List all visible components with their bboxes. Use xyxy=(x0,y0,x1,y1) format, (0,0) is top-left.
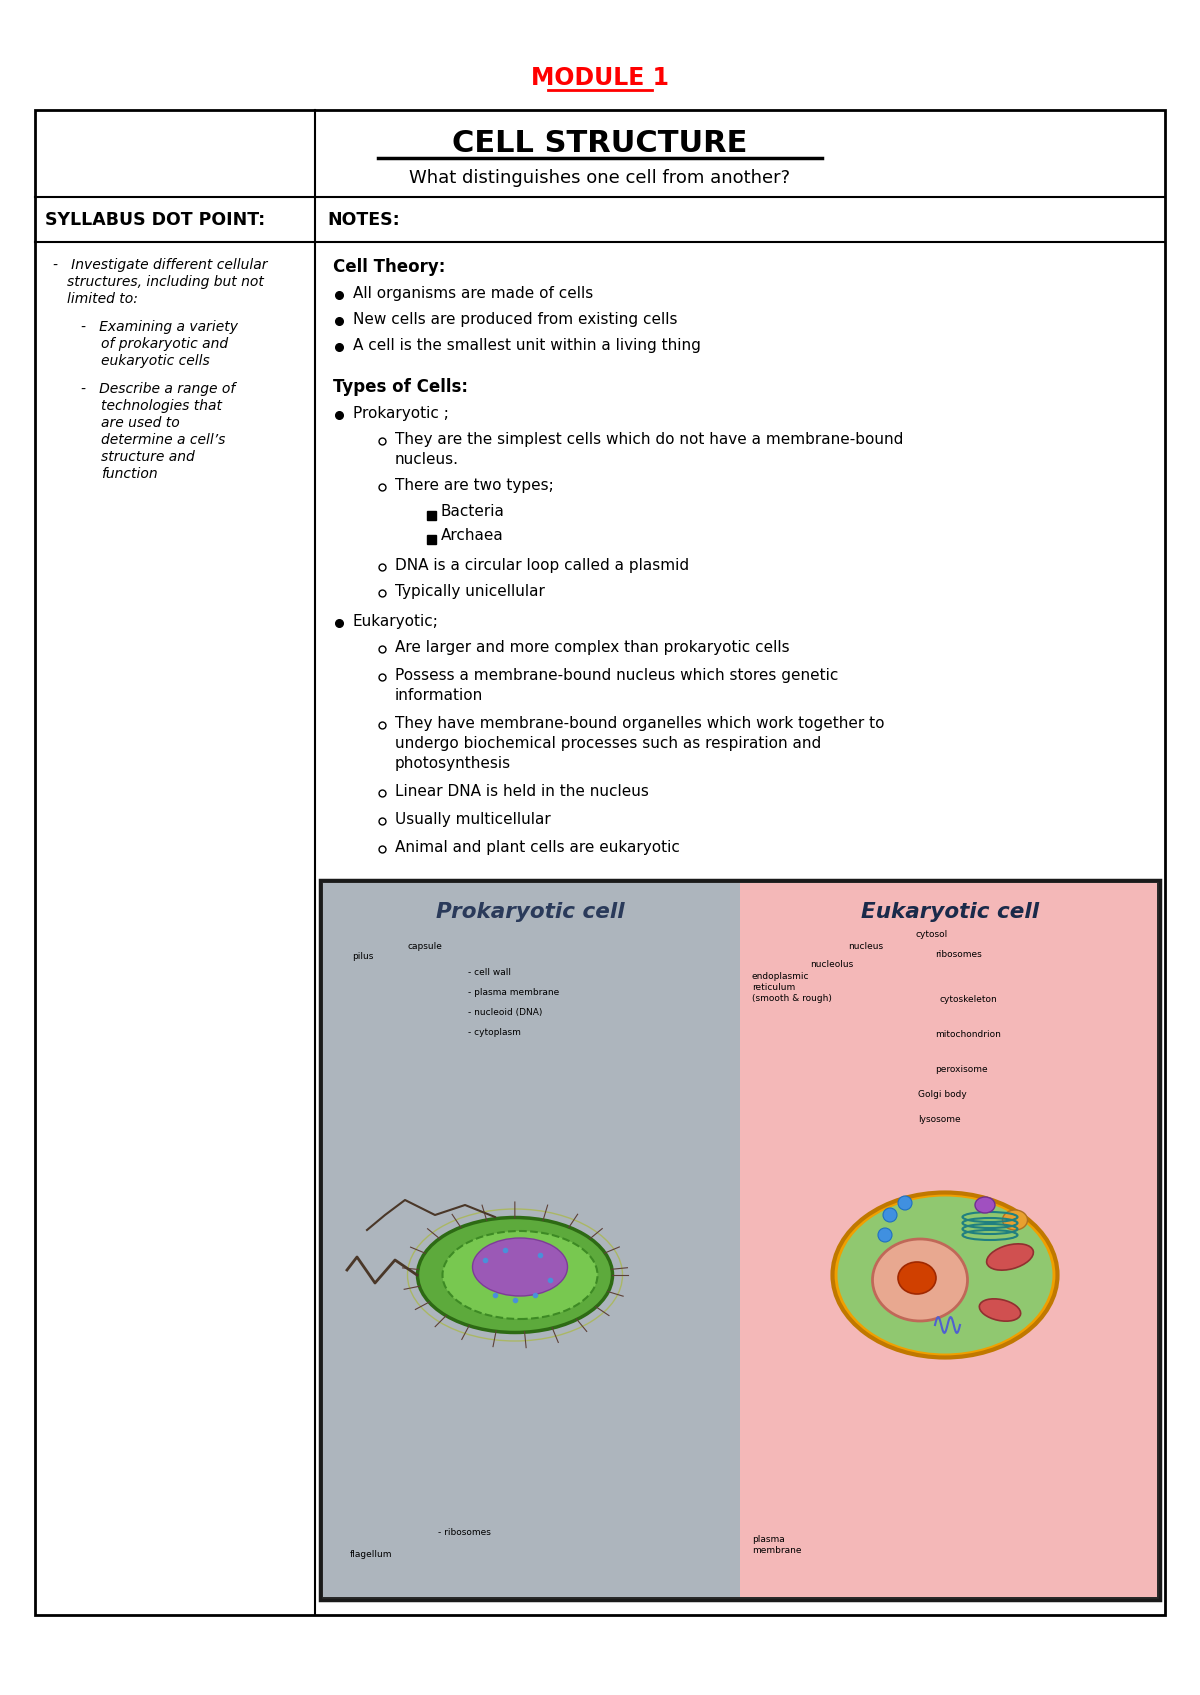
Ellipse shape xyxy=(898,1197,912,1210)
Text: nucleus.: nucleus. xyxy=(395,453,458,468)
Bar xyxy=(320,880,1160,1600)
Text: Linear DNA is held in the nucleus: Linear DNA is held in the nucleus xyxy=(395,785,649,798)
Text: Bacteria: Bacteria xyxy=(442,503,505,519)
Text: nucleus: nucleus xyxy=(848,942,883,951)
Text: What distinguishes one cell from another?: What distinguishes one cell from another… xyxy=(409,170,791,186)
Text: are used to: are used to xyxy=(101,415,180,431)
Ellipse shape xyxy=(979,1298,1021,1320)
Text: determine a cell’s: determine a cell’s xyxy=(101,432,226,447)
Text: MODULE 1: MODULE 1 xyxy=(530,66,670,90)
Ellipse shape xyxy=(473,1237,568,1297)
Text: of prokaryotic and: of prokaryotic and xyxy=(101,337,228,351)
Text: - nucleoid (DNA): - nucleoid (DNA) xyxy=(468,1009,542,1017)
Text: limited to:: limited to: xyxy=(67,292,138,307)
Bar xyxy=(427,536,436,544)
Ellipse shape xyxy=(872,1239,967,1320)
Text: Eukaryotic cell: Eukaryotic cell xyxy=(860,902,1039,922)
Text: reticulum: reticulum xyxy=(752,983,796,992)
Text: Possess a membrane-bound nucleus which stores genetic: Possess a membrane-bound nucleus which s… xyxy=(395,668,839,683)
Text: endoplasmic: endoplasmic xyxy=(752,971,810,981)
Text: SYLLABUS DOT POINT:: SYLLABUS DOT POINT: xyxy=(46,210,265,229)
Text: function: function xyxy=(101,468,157,481)
Text: All organisms are made of cells: All organisms are made of cells xyxy=(353,286,593,302)
Text: - cell wall: - cell wall xyxy=(468,968,511,976)
Text: Eukaryotic;: Eukaryotic; xyxy=(353,614,439,629)
Text: mitochondrion: mitochondrion xyxy=(935,1031,1001,1039)
Text: A cell is the smallest unit within a living thing: A cell is the smallest unit within a liv… xyxy=(353,337,701,353)
Text: Usually multicellular: Usually multicellular xyxy=(395,812,551,827)
Ellipse shape xyxy=(838,1197,1052,1354)
Text: Typically unicellular: Typically unicellular xyxy=(395,585,545,598)
Text: NOTES:: NOTES: xyxy=(326,210,400,229)
Text: New cells are produced from existing cells: New cells are produced from existing cel… xyxy=(353,312,678,327)
Text: photosynthesis: photosynthesis xyxy=(395,756,511,771)
Bar xyxy=(35,110,1165,1615)
Text: Animal and plant cells are eukaryotic: Animal and plant cells are eukaryotic xyxy=(395,841,680,854)
Text: technologies that: technologies that xyxy=(101,398,222,414)
Text: cytosol: cytosol xyxy=(916,931,947,939)
Text: There are two types;: There are two types; xyxy=(395,478,553,493)
Text: flagellum: flagellum xyxy=(350,1549,392,1559)
Text: ribosomes: ribosomes xyxy=(935,949,982,959)
Text: - ribosomes: - ribosomes xyxy=(438,1527,491,1537)
Text: membrane: membrane xyxy=(752,1546,802,1554)
Ellipse shape xyxy=(883,1209,898,1222)
Bar xyxy=(323,883,740,1597)
Text: DNA is a circular loop called a plasmid: DNA is a circular loop called a plasmid xyxy=(395,558,689,573)
Text: (smooth & rough): (smooth & rough) xyxy=(752,993,832,1003)
Ellipse shape xyxy=(833,1193,1057,1358)
Ellipse shape xyxy=(974,1197,995,1214)
Text: Golgi body: Golgi body xyxy=(918,1090,967,1098)
Text: - plasma membrane: - plasma membrane xyxy=(468,988,559,997)
Ellipse shape xyxy=(878,1227,892,1242)
Text: Are larger and more complex than prokaryotic cells: Are larger and more complex than prokary… xyxy=(395,641,790,654)
Text: undergo biochemical processes such as respiration and: undergo biochemical processes such as re… xyxy=(395,736,821,751)
Text: They have membrane-bound organelles which work together to: They have membrane-bound organelles whic… xyxy=(395,715,884,731)
Text: structure and: structure and xyxy=(101,449,194,464)
Text: nucleolus: nucleolus xyxy=(810,959,853,970)
Ellipse shape xyxy=(986,1244,1033,1270)
Text: Prokaryotic ;: Prokaryotic ; xyxy=(353,407,449,420)
Text: cytoskeleton: cytoskeleton xyxy=(940,995,997,1003)
Text: pilus: pilus xyxy=(352,953,373,961)
Ellipse shape xyxy=(898,1263,936,1293)
Text: Types of Cells:: Types of Cells: xyxy=(334,378,468,397)
Ellipse shape xyxy=(1002,1210,1027,1231)
Text: -   Investigate different cellular: - Investigate different cellular xyxy=(53,258,268,271)
Text: CELL STRUCTURE: CELL STRUCTURE xyxy=(452,129,748,158)
Bar xyxy=(427,510,436,520)
Text: capsule: capsule xyxy=(408,942,443,951)
Text: Cell Theory:: Cell Theory: xyxy=(334,258,445,276)
Bar xyxy=(740,883,1157,1597)
Text: lysosome: lysosome xyxy=(918,1115,961,1124)
Ellipse shape xyxy=(418,1217,612,1332)
Text: -   Examining a variety: - Examining a variety xyxy=(82,320,238,334)
Text: Archaea: Archaea xyxy=(442,529,504,542)
Text: - cytoplasm: - cytoplasm xyxy=(468,1027,521,1037)
Text: -   Describe a range of: - Describe a range of xyxy=(82,381,235,397)
Text: They are the simplest cells which do not have a membrane-bound: They are the simplest cells which do not… xyxy=(395,432,904,447)
Text: information: information xyxy=(395,688,484,703)
Text: eukaryotic cells: eukaryotic cells xyxy=(101,354,210,368)
Text: peroxisome: peroxisome xyxy=(935,1064,988,1075)
Text: Prokaryotic cell: Prokaryotic cell xyxy=(436,902,624,922)
Text: structures, including but not: structures, including but not xyxy=(67,275,264,290)
Ellipse shape xyxy=(443,1231,598,1319)
Text: plasma: plasma xyxy=(752,1536,785,1544)
